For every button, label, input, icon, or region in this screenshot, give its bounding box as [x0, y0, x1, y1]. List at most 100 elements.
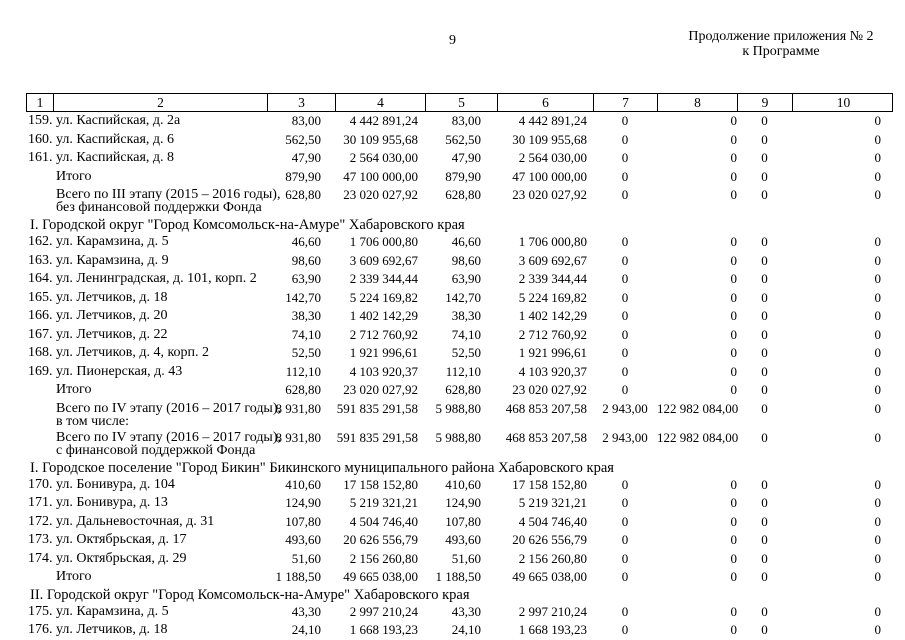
table-row: 172. ул. Дальневосточная, д. 31 107,80 4…: [26, 513, 893, 532]
cell-col6: 2 712 760,92: [518, 326, 587, 342]
cell-col9: 0: [761, 150, 768, 165]
cell-col10: 0: [874, 326, 882, 342]
cell-col6: 4 504 746,40: [518, 513, 587, 529]
cell-col4: 591 835 291,58: [336, 400, 418, 416]
cell-col4: 4 504 746,40: [349, 513, 418, 529]
cell-col6: 5 224 169,82: [518, 289, 587, 305]
address-cell: ул. Каспийская, д. 6: [56, 131, 175, 147]
cell-col5: 46,60: [451, 234, 481, 249]
cell-col6: 4 103 920,37: [518, 363, 587, 379]
cell-col6: 49 665 038,00: [512, 569, 587, 584]
cell-col4: 23 020 027,92: [343, 382, 418, 397]
stage-total-row: Всего по IV этапу (2016 – 2017 годы), в …: [26, 400, 893, 429]
cell-col6: 2 156 260,80: [518, 550, 587, 566]
table-row: 173. ул. Октябрьская, д. 17 493,60 20 62…: [26, 531, 893, 550]
subtotal-row: Итого 879,90 47 100 000,00 879,90 47 100…: [26, 168, 893, 187]
cell-col10: 0: [874, 234, 882, 249]
stage-label-line2: без финансовой поддержки Фонда: [56, 200, 262, 215]
cell-col5: 1 188,50: [435, 569, 482, 584]
cell-col3: 124,90: [285, 495, 321, 510]
cell-col9: 0: [761, 168, 768, 184]
row-number-empty: [26, 431, 53, 457]
header-cell-2: 2: [54, 94, 268, 111]
address-cell: ул. Карамзина, д. 9: [56, 252, 169, 268]
row-number: 169.: [28, 363, 53, 379]
cell-col8: 0: [730, 569, 738, 584]
cell-col9: 0: [761, 252, 768, 268]
header-cell-7: 7: [594, 94, 658, 111]
cell-col10: 0: [874, 131, 882, 147]
cell-col3: 112,10: [285, 363, 321, 379]
cell-col10: 0: [874, 363, 882, 379]
cell-col4: 5 224 169,82: [349, 289, 418, 305]
address-cell: ул. Ленинградская, д. 101, корп. 2: [56, 271, 257, 286]
cell-col4: 4 103 920,37: [349, 363, 418, 379]
cell-col7: 0: [621, 289, 629, 305]
cell-col9: 0: [761, 532, 768, 547]
cell-col5: 74,10: [451, 326, 481, 342]
cell-col5: 24,10: [451, 622, 481, 637]
page-number: 9: [449, 33, 456, 48]
cell-col7: 0: [621, 532, 629, 547]
cell-col10: 0: [874, 382, 882, 397]
cell-col10: 0: [874, 271, 882, 286]
cell-col3: 24,10: [291, 622, 321, 637]
cell-col8: 0: [730, 308, 738, 323]
cell-col8: 0: [730, 271, 738, 286]
row-number: 170.: [28, 476, 53, 492]
table-row: 164. ул. Ленинградская, д. 101, корп. 2 …: [26, 270, 893, 289]
table-row: 168. ул. Летчиков, д. 4, корп. 2 52,50 1…: [26, 344, 893, 363]
cell-col3: 47,90: [291, 150, 321, 165]
cell-col10: 0: [874, 476, 882, 492]
cell-col9: 0: [761, 234, 768, 249]
header-cell-10: 10: [836, 95, 851, 110]
cell-col3: 51,60: [291, 550, 321, 566]
cell-col6: 1 668 193,23: [518, 622, 587, 637]
cell-col7: 0: [621, 603, 629, 619]
cell-col10: 0: [874, 495, 882, 510]
cell-col7: 0: [621, 252, 629, 268]
header-cell-1: 1: [27, 94, 54, 111]
cell-col8: 0: [730, 150, 738, 165]
cell-col5: 51,60: [451, 550, 481, 566]
total-label: Итого: [56, 382, 92, 397]
cell-col7: 0: [621, 271, 629, 286]
cell-col10: 0: [874, 622, 882, 637]
header-cell-6: 6: [498, 94, 594, 111]
cell-col3: 83,00: [291, 113, 321, 128]
table-row: 161. ул. Каспийская, д. 8 47,90 2 564 03…: [26, 149, 893, 168]
table-body: 159. ул. Каспийская, д. 2а 83,00 4 442 8…: [26, 112, 893, 640]
header-cell-5: 5: [426, 94, 498, 111]
cell-col9: 0: [761, 429, 768, 445]
table-row: 165. ул. Летчиков, д. 18 142,70 5 224 16…: [26, 289, 893, 308]
cell-col4: 1 402 142,29: [349, 308, 418, 323]
cell-col10: 0: [874, 513, 882, 529]
cell-col5: 47,90: [451, 150, 481, 165]
table-row: 163. ул. Карамзина, д. 9 98,60 3 609 692…: [26, 252, 893, 271]
cell-col9: 0: [761, 308, 768, 323]
cell-col7: 0: [621, 569, 629, 584]
cell-col4: 2 997 210,24: [349, 603, 418, 619]
cell-col3: 38,30: [291, 308, 321, 323]
row-number: 171.: [28, 495, 53, 510]
cell-col3: 98,60: [291, 252, 321, 268]
cell-col4: 4 442 891,24: [349, 113, 418, 128]
row-number: 159.: [28, 113, 53, 128]
cell-col9: 0: [761, 382, 768, 397]
cell-col8: 0: [730, 252, 738, 268]
row-number: 173.: [28, 532, 53, 547]
header-cell-3: 3: [268, 94, 336, 111]
cell-col5: 628,80: [445, 382, 481, 397]
cell-col7: 0: [621, 476, 629, 492]
stage-label: Всего по III этапу (2015 – 2016 годы), б…: [53, 188, 280, 215]
row-number: 174.: [28, 550, 53, 566]
cell-col4: 591 835 291,58: [336, 429, 418, 445]
cell-col9: 0: [761, 363, 768, 379]
address-cell: ул. Каспийская, д. 8: [56, 150, 175, 165]
cell-col7: 0: [621, 308, 629, 323]
stage-label-line2: в том числе:: [56, 413, 129, 429]
cell-col7: 0: [621, 326, 629, 342]
row-number: 164.: [28, 271, 53, 286]
cell-col8: 0: [730, 532, 738, 547]
table-row: 176. ул. Летчиков, д. 18 24,10 1 668 193…: [26, 621, 893, 640]
